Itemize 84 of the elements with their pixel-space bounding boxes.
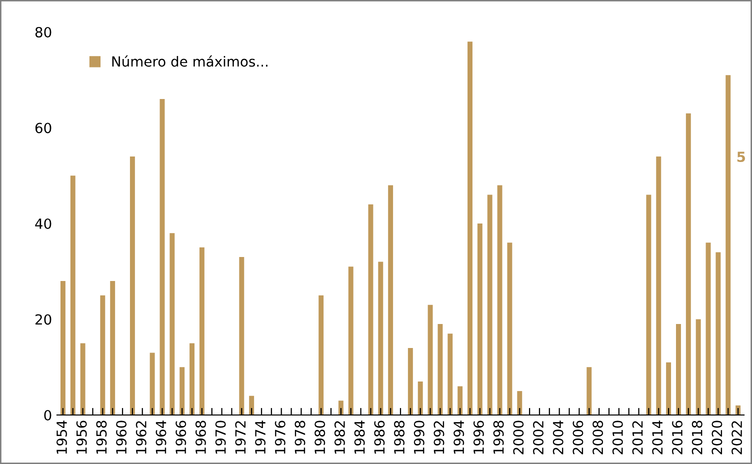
bar xyxy=(318,295,324,415)
bar xyxy=(418,381,423,415)
x-tick-label: 2008 xyxy=(592,420,604,454)
x-tick-label: 1970 xyxy=(215,420,226,454)
bar xyxy=(150,352,155,415)
bar xyxy=(368,204,374,415)
bar xyxy=(656,156,662,415)
x-tick-label: 1958 xyxy=(96,420,107,454)
x-tick-label: 1974 xyxy=(255,420,266,454)
bar xyxy=(249,396,254,415)
x-tick-label: 2002 xyxy=(533,421,544,454)
bar xyxy=(60,280,66,415)
bar xyxy=(448,334,453,415)
x-tick-label: 2004 xyxy=(552,420,564,454)
x-tick-label: 2000 xyxy=(513,420,524,454)
bar xyxy=(348,266,354,415)
x-tick-label: 2022 xyxy=(732,421,742,454)
x-tick-label: 1996 xyxy=(473,420,484,454)
legend-label: Número de máximos... xyxy=(112,55,268,67)
bar xyxy=(517,391,522,415)
y-tick-label: 20 xyxy=(35,314,52,325)
bar xyxy=(696,319,701,415)
x-tick-label: 1980 xyxy=(314,420,326,454)
bar xyxy=(388,185,394,415)
y-tick-label: 0 xyxy=(44,410,52,420)
bar xyxy=(586,367,592,415)
bar xyxy=(726,75,731,415)
bar xyxy=(239,257,244,415)
x-tick-label: 1990 xyxy=(414,420,424,454)
bar xyxy=(487,194,492,415)
x-tick-label: 1982 xyxy=(334,421,345,454)
annotation: 5 xyxy=(737,152,746,162)
bar xyxy=(676,324,681,415)
y-tick-label: 40 xyxy=(35,218,52,229)
x-tick-label: 1972 xyxy=(235,421,246,454)
x-tick-label: 1976 xyxy=(274,420,286,454)
bar xyxy=(80,343,86,415)
bar xyxy=(170,233,175,415)
x-tick-label: 1956 xyxy=(76,420,87,454)
x-tick-label: 1962 xyxy=(136,421,146,454)
bar xyxy=(408,348,413,415)
bar xyxy=(507,242,512,415)
x-tick-label: 1966 xyxy=(176,420,186,454)
bar xyxy=(110,280,116,415)
bar xyxy=(686,113,691,415)
x-tick-label: 1954 xyxy=(56,420,67,454)
x-tick-label: 2018 xyxy=(692,420,702,454)
bar xyxy=(130,156,135,415)
bar xyxy=(180,367,185,415)
bar xyxy=(100,295,106,415)
bar xyxy=(716,252,721,415)
bar xyxy=(199,247,204,415)
bar xyxy=(160,99,165,415)
bar xyxy=(338,400,344,415)
bar xyxy=(706,242,711,415)
bar xyxy=(666,362,672,415)
bar xyxy=(458,386,463,415)
bar xyxy=(477,224,482,415)
x-tick-label: 1994 xyxy=(454,420,464,454)
x-tick-label: 1998 xyxy=(493,420,504,454)
bar xyxy=(438,324,443,415)
bar xyxy=(378,262,384,415)
bar xyxy=(70,176,76,415)
bar xyxy=(468,42,472,415)
x-tick-label: 1984 xyxy=(354,420,365,454)
x-tick-label: 1978 xyxy=(294,420,306,454)
bar xyxy=(428,304,433,415)
x-tick-label: 1964 xyxy=(156,420,166,454)
x-tick-label: 2014 xyxy=(652,420,663,454)
bar xyxy=(190,343,194,415)
x-tick-label: 1960 xyxy=(116,420,127,454)
x-tick-label: 1986 xyxy=(374,420,385,454)
y-tick-label: 80 xyxy=(35,26,52,38)
bar xyxy=(497,185,502,415)
x-tick-label: 2006 xyxy=(572,420,584,454)
bar xyxy=(646,194,652,415)
x-tick-label: 2020 xyxy=(712,420,722,454)
x-tick-label: 2010 xyxy=(612,420,623,454)
x-tick-label: 2016 xyxy=(672,420,683,454)
x-tick-label: 1988 xyxy=(394,420,405,454)
x-tick-label: 2012 xyxy=(632,421,643,454)
x-tick-label: 1992 xyxy=(434,421,444,454)
x-tick-label: 1968 xyxy=(195,420,206,454)
y-tick-label: 60 xyxy=(35,122,52,134)
